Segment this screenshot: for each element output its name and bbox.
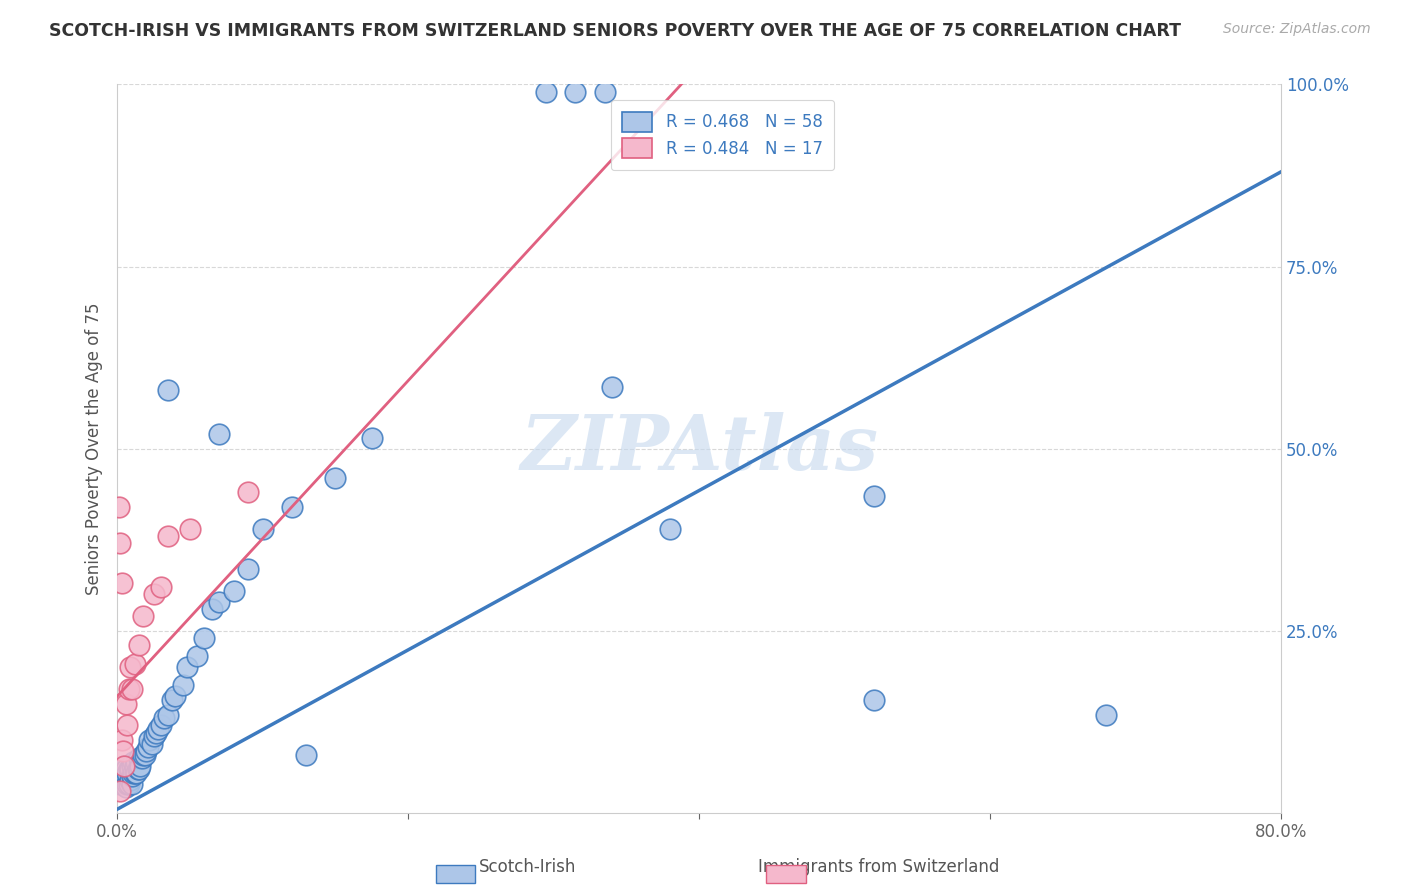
Point [121, 769, 143, 783]
Point [118, 762, 141, 776]
Point [115, 769, 138, 783]
Point [124, 657, 146, 671]
Point [325, 471, 347, 485]
Point [117, 765, 139, 780]
Point [659, 522, 682, 536]
Point [141, 737, 163, 751]
Point [128, 638, 150, 652]
Point [295, 747, 318, 762]
Point [125, 765, 148, 780]
Point [138, 733, 160, 747]
Point [121, 681, 143, 696]
Point [114, 777, 136, 791]
Point [201, 602, 224, 616]
Point [120, 660, 142, 674]
Point [128, 762, 150, 776]
Point [111, 762, 134, 776]
Point [122, 765, 145, 780]
Text: Immigrants from Switzerland: Immigrants from Switzerland [758, 858, 1000, 876]
Text: ZIPAtlas: ZIPAtlas [520, 412, 879, 485]
Point [152, 711, 174, 725]
Point [360, 431, 382, 445]
Point [110, 576, 132, 591]
Point [1095, 707, 1118, 722]
Point [193, 631, 215, 645]
Point [121, 758, 143, 772]
Text: Source: ZipAtlas.com: Source: ZipAtlas.com [1223, 22, 1371, 37]
Text: Scotch-Irish: Scotch-Irish [478, 858, 576, 876]
Point [536, 85, 558, 99]
Point [122, 755, 145, 769]
Point [142, 730, 165, 744]
Point [862, 489, 884, 503]
Point [108, 777, 131, 791]
Point [124, 765, 146, 780]
Point [236, 562, 259, 576]
Point [129, 758, 152, 772]
Point [134, 747, 156, 762]
Point [110, 769, 132, 783]
Point [115, 762, 138, 776]
Point [127, 762, 149, 776]
Point [114, 758, 136, 772]
Point [111, 773, 134, 788]
Point [162, 693, 184, 707]
Point [176, 660, 198, 674]
Point [862, 693, 884, 707]
Point [165, 690, 187, 704]
Point [135, 744, 157, 758]
Text: SCOTCH-IRISH VS IMMIGRANTS FROM SWITZERLAND SENIORS POVERTY OVER THE AGE OF 75 C: SCOTCH-IRISH VS IMMIGRANTS FROM SWITZERL… [49, 22, 1181, 40]
Point [110, 733, 132, 747]
Point [157, 529, 180, 543]
Point [121, 777, 143, 791]
Point [132, 747, 155, 762]
Legend: R = 0.468   N = 58, R = 0.484   N = 17: R = 0.468 N = 58, R = 0.484 N = 17 [610, 100, 834, 169]
Point [111, 744, 134, 758]
Point [115, 780, 138, 795]
Point [146, 722, 169, 736]
Point [107, 500, 129, 514]
Point [108, 784, 131, 798]
Point [136, 740, 159, 755]
Point [120, 762, 142, 776]
Point [131, 751, 153, 765]
Point [281, 500, 304, 514]
Point [108, 536, 131, 550]
Point [172, 678, 194, 692]
Point [118, 681, 141, 696]
Point [132, 609, 155, 624]
Point [600, 380, 623, 394]
Point [564, 85, 586, 99]
Point [149, 580, 172, 594]
Point [120, 773, 142, 788]
Point [145, 725, 167, 739]
Point [222, 583, 245, 598]
Point [236, 485, 259, 500]
Y-axis label: Seniors Poverty Over the Age of 75: Seniors Poverty Over the Age of 75 [86, 302, 103, 595]
Point [157, 384, 180, 398]
Point [118, 777, 141, 791]
Point [149, 718, 172, 732]
Point [128, 751, 150, 765]
Point [179, 522, 201, 536]
Point [252, 522, 274, 536]
Point [157, 707, 180, 722]
Point [593, 85, 616, 99]
Point [117, 777, 139, 791]
Point [114, 758, 136, 772]
Point [115, 697, 138, 711]
Point [125, 755, 148, 769]
Point [186, 649, 208, 664]
Point [117, 718, 139, 732]
Point [208, 427, 231, 442]
Point [142, 587, 165, 601]
Point [124, 758, 146, 772]
Point [114, 765, 136, 780]
Point [208, 594, 231, 608]
